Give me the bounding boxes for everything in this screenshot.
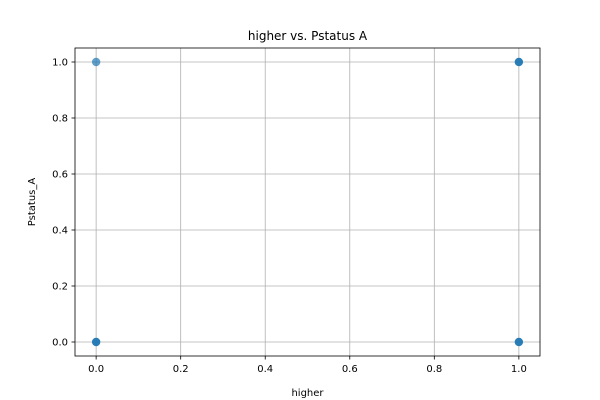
x-tick-label: 0.6 xyxy=(342,364,358,375)
data-point xyxy=(514,57,524,67)
y-tick-label: 0.4 xyxy=(52,226,68,237)
x-tick-label: 0.2 xyxy=(173,364,189,375)
y-axis-label: Pstatus_A xyxy=(27,178,38,227)
y-tick-label: 1.0 xyxy=(52,58,68,69)
data-point xyxy=(91,337,101,347)
x-axis-label: higher xyxy=(291,388,324,399)
x-tick-label: 0.8 xyxy=(426,364,442,375)
chart-title: higher vs. Pstatus A xyxy=(248,29,368,43)
data-points xyxy=(91,57,524,347)
y-tick-label: 0.0 xyxy=(52,338,68,349)
y-tick-label: 0.8 xyxy=(52,114,68,125)
grid-lines xyxy=(75,48,540,356)
y-tick-label: 0.2 xyxy=(52,282,68,293)
y-tick-label: 0.6 xyxy=(52,170,68,181)
x-tick-label: 0.0 xyxy=(88,364,104,375)
x-tick-label: 1.0 xyxy=(511,364,527,375)
x-tick-label: 0.4 xyxy=(257,364,273,375)
axis-ticks: 0.0 0.2 0.4 0.6 0.8 1.0 0.0 0.2 0.4 0.6 0.8 1.0 xyxy=(52,58,527,376)
data-point xyxy=(514,337,524,347)
data-point xyxy=(91,57,101,67)
plot-frame xyxy=(74,47,541,357)
